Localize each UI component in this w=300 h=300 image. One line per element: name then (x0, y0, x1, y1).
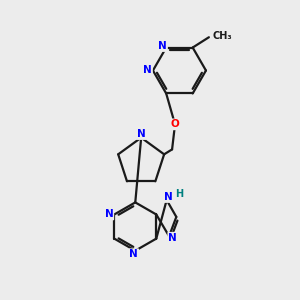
Text: H: H (175, 188, 183, 199)
Text: CH₃: CH₃ (212, 31, 232, 41)
Text: N: N (137, 129, 146, 139)
Text: O: O (171, 119, 179, 129)
Text: N: N (143, 65, 152, 76)
Text: N: N (129, 249, 138, 259)
Text: N: N (158, 41, 167, 51)
Text: N: N (164, 192, 172, 202)
Text: N: N (168, 233, 177, 243)
Text: N: N (105, 209, 113, 220)
